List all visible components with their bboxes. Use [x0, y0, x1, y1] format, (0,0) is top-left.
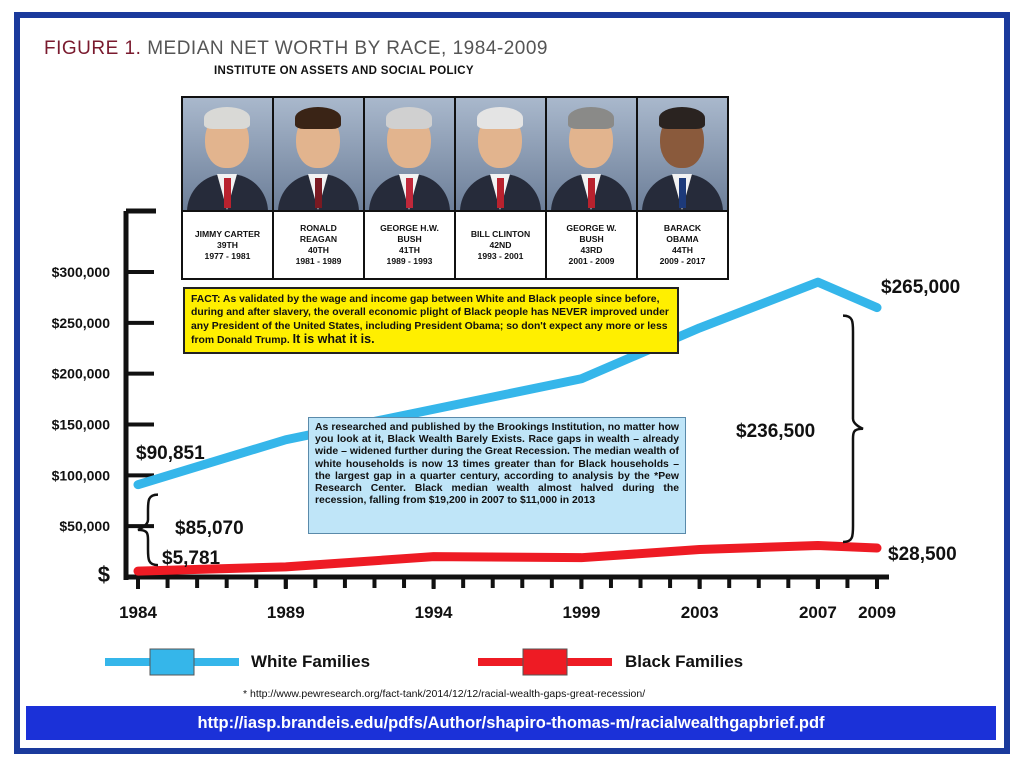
portrait-hair [386, 107, 432, 129]
president-name: GEORGE H.W. BUSH 41TH 1989 - 1993 [380, 223, 439, 266]
y-tick-label: $100,000 [52, 467, 111, 483]
figure-title-text: MEDIAN NET WORTH BY RACE, 1984-2009 [147, 38, 548, 59]
gap-start-annotation: $85,070 [175, 518, 244, 539]
president-portrait [456, 98, 545, 212]
president-name: BILL CLINTON 42ND 1993 - 2001 [470, 228, 531, 261]
portrait-tie [679, 178, 686, 208]
data-point [874, 545, 880, 552]
legend-black-key-marker [522, 648, 568, 676]
portrait-tie [406, 178, 413, 208]
data-point [578, 554, 585, 561]
data-point [814, 542, 821, 549]
data-point [696, 546, 703, 553]
data-point [282, 436, 289, 443]
president-name: BARACK OBAMA 44TH 2009 - 2017 [659, 223, 706, 266]
black-start-annotation: $5,781 [162, 548, 221, 569]
portrait-hair [295, 107, 341, 129]
figure-subtitle: INSTITUTE ON ASSETS AND SOCIAL POLICY [214, 65, 474, 77]
portrait-hair [568, 107, 614, 129]
president-portrait [274, 98, 363, 212]
source-url-bar[interactable]: http://iasp.brandeis.edu/pdfs/Author/sha… [26, 706, 996, 740]
president-portrait [365, 98, 454, 212]
president-name: GEORGE W. BUSH 43RD 2001 - 2009 [566, 223, 617, 266]
y-tick-label: $200,000 [52, 366, 111, 382]
portrait-tie [224, 178, 231, 208]
x-tick-label: 2009 [858, 603, 896, 622]
presidents-strip: JIMMY CARTER 39TH 1977 - 1981 RONALD REAG… [181, 96, 729, 280]
portrait-hair [659, 107, 705, 129]
fact-box: FACT: As validated by the wage and incom… [183, 287, 679, 354]
figure-label: FIGURE 1. [44, 38, 142, 59]
footnote: * http://www.pewresearch.org/fact-tank/2… [243, 688, 646, 700]
x-tick-label: 1989 [267, 603, 305, 622]
portrait-hair [204, 107, 250, 129]
president-cell: GEORGE H.W. BUSH 41TH 1989 - 1993 [363, 98, 454, 278]
y-tick-label: $ [98, 562, 110, 587]
fact-emphasis: It is what it is. [292, 332, 375, 347]
black-end-annotation: $28,500 [888, 544, 957, 565]
president-cell: BILL CLINTON 42ND 1993 - 2001 [454, 98, 545, 278]
data-point [814, 279, 821, 286]
gap-brace-start [137, 493, 159, 567]
president-portrait [183, 98, 272, 212]
x-tick-label: 1994 [415, 603, 453, 622]
portrait-hair [477, 107, 523, 129]
data-point [430, 406, 437, 413]
data-point [696, 324, 703, 331]
fact-text: FACT: As validated by the wage and incom… [191, 294, 669, 347]
data-point [578, 375, 585, 382]
data-point [135, 568, 141, 575]
x-tick-label: 1984 [119, 603, 157, 622]
x-tick-label: 1999 [562, 603, 600, 622]
figure-title: FIGURE 1. MEDIAN NET WORTH BY RACE, 1984… [44, 38, 548, 60]
brookings-box: As researched and published by the Brook… [308, 417, 686, 534]
y-tick-label: $300,000 [52, 264, 111, 280]
portrait-tie [315, 178, 322, 208]
president-cell: GEORGE W. BUSH 43RD 2001 - 2009 [545, 98, 636, 278]
white-start-annotation: $90,851 [136, 443, 205, 464]
president-name: RONALD REAGAN 40TH 1981 - 1989 [295, 223, 342, 266]
president-cell: JIMMY CARTER 39TH 1977 - 1981 [183, 98, 272, 278]
portrait-tie [497, 178, 504, 208]
data-point [874, 304, 880, 311]
white-end-annotation: $265,000 [881, 277, 961, 298]
president-cell: BARACK OBAMA 44TH 2009 - 2017 [636, 98, 727, 278]
legend-white-key-marker [149, 648, 195, 676]
portrait-tie [588, 178, 595, 208]
data-point [135, 481, 141, 488]
x-tick-label: 2003 [681, 603, 719, 622]
president-name: JIMMY CARTER 39TH 1977 - 1981 [194, 228, 261, 261]
source-url-link[interactable]: http://iasp.brandeis.edu/pdfs/Author/sha… [197, 713, 825, 732]
president-portrait [638, 98, 727, 212]
y-tick-label: $250,000 [52, 315, 111, 331]
gap-brace-end [842, 314, 864, 544]
legend-white-label: White Families [251, 652, 371, 671]
legend-black-label: Black Families [625, 652, 744, 671]
series-line-black-families [133, 540, 882, 576]
data-point [282, 563, 289, 570]
y-tick-label: $50,000 [59, 518, 110, 534]
x-tick-label: 2007 [799, 603, 837, 622]
data-point [430, 553, 437, 560]
y-tick-label: $150,000 [52, 417, 111, 433]
gap-end-annotation: $236,500 [736, 421, 816, 442]
president-portrait [547, 98, 636, 212]
president-cell: RONALD REAGAN 40TH 1981 - 1989 [272, 98, 363, 278]
